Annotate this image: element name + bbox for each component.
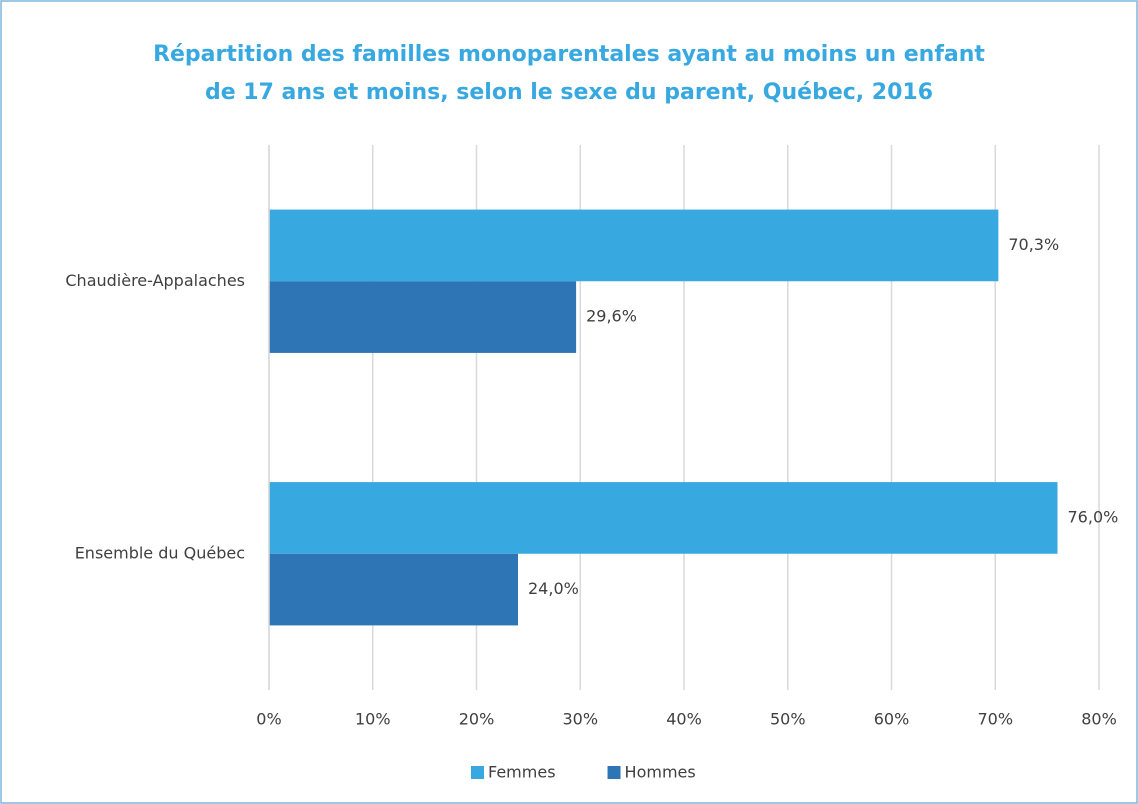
legend-label: Femmes [488,763,556,782]
y-tick-label: Chaudière-Appalaches [65,271,245,290]
chart-title: Répartition des familles monoparentales … [153,42,985,67]
x-tick-label: 0% [256,710,281,729]
x-tick-label: 60% [874,710,910,729]
x-tick-label: 40% [666,710,702,729]
legend-label: Hommes [625,763,696,782]
y-tick-label: Ensemble du Québec [75,543,245,562]
bar [269,281,577,353]
x-tick-label: 20% [459,710,495,729]
data-label: 76,0% [1068,507,1119,526]
data-label: 24,0% [528,579,579,598]
legend-swatch [471,766,484,779]
chart-title: de 17 ans et moins, selon le sexe du par… [205,80,933,105]
data-label: 29,6% [586,307,637,326]
data-label: 70,3% [1008,235,1059,254]
bar [269,209,999,282]
x-tick-label: 10% [355,710,391,729]
x-tick-label: 70% [977,710,1013,729]
legend-swatch [607,766,621,779]
bar [269,553,518,626]
x-tick-label: 80% [1081,710,1117,729]
x-tick-label: 30% [562,710,598,729]
x-tick-label: 50% [770,710,806,729]
bar [269,482,1058,554]
